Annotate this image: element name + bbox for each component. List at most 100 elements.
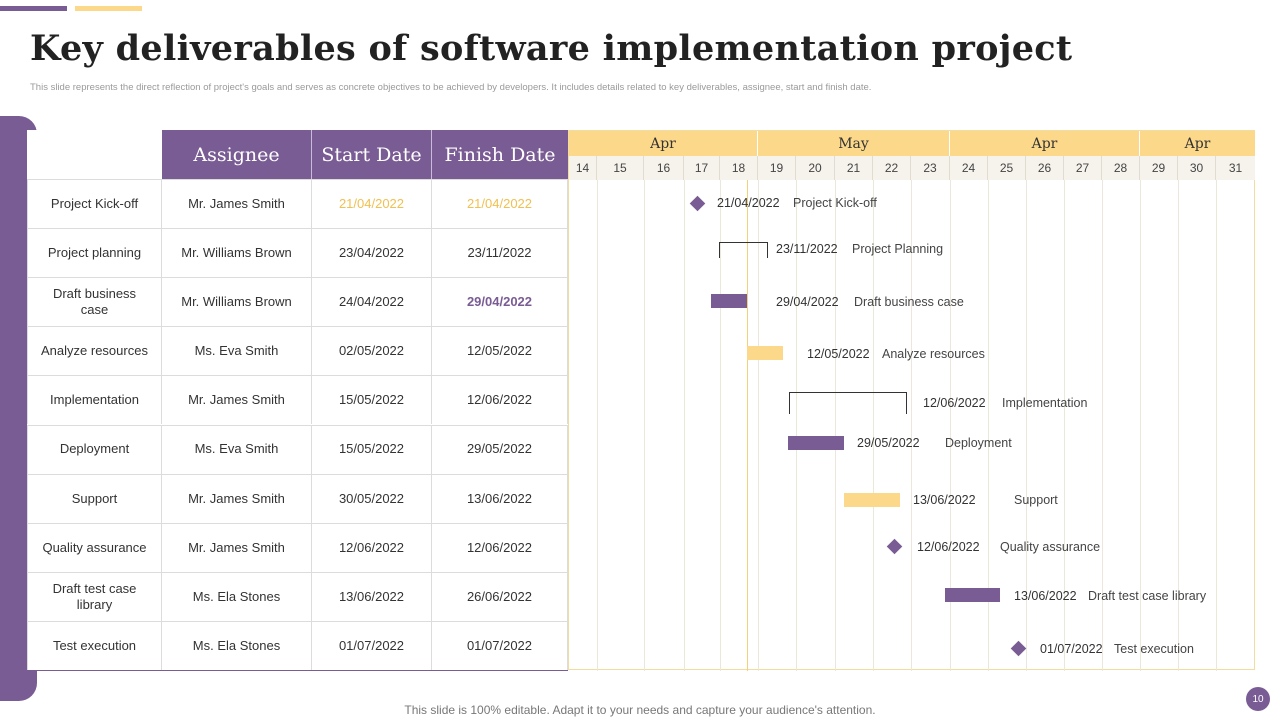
assignee: Mr. Williams Brown <box>162 278 312 327</box>
grid-line <box>758 180 759 671</box>
gantt-task-name: Draft business case <box>854 295 964 309</box>
table-row: Deployment Ms. Eva Smith 15/05/2022 29/0… <box>27 424 568 474</box>
table-row: Quality assurance Mr. James Smith 12/06/… <box>27 522 568 572</box>
table-row: Draft business case Mr. Williams Brown 2… <box>27 277 568 327</box>
table-bottom-rule <box>27 670 568 671</box>
month-header: Apr <box>1140 131 1255 156</box>
month-header: Apr <box>569 131 758 156</box>
table-row: Project Kick-off Mr. James Smith 21/04/2… <box>27 179 568 229</box>
finish-date: 12/06/2022 <box>432 376 568 425</box>
table-row: Test execution Ms. Ela Stones 01/07/2022… <box>27 620 568 670</box>
gantt-task-name: Project Kick-off <box>793 196 877 210</box>
grid-line <box>1178 180 1179 671</box>
task-name: Support <box>27 474 162 523</box>
day-label: 16 <box>644 156 684 180</box>
assignee: Mr. Williams Brown <box>162 229 312 278</box>
day-label: 31 <box>1228 161 1243 175</box>
assignee: Ms. Ela Stones <box>162 572 312 621</box>
today-marker-line <box>747 180 748 671</box>
day-label: 25 <box>988 156 1026 180</box>
grid-line <box>720 180 721 671</box>
gantt-date: 23/11/2022 <box>776 242 838 256</box>
header-start-date: Start Date <box>312 130 432 179</box>
month-header: May <box>758 131 950 156</box>
day-label: 28 <box>1102 156 1140 180</box>
slide-subtitle: This slide represents the direct reflect… <box>30 82 872 93</box>
day-label: 19 <box>758 156 796 180</box>
finish-date: 29/05/2022 <box>432 425 568 474</box>
finish-date: 12/05/2022 <box>432 327 568 376</box>
start-date: 15/05/2022 <box>312 376 432 425</box>
grid-line <box>873 180 874 671</box>
gantt-task-name: Test execution <box>1114 642 1194 656</box>
assignee: Mr. James Smith <box>162 474 312 523</box>
finish-date: 29/04/2022 <box>432 278 568 327</box>
gantt-task-name: Support <box>1014 493 1058 507</box>
gantt-date: 13/06/2022 <box>913 493 976 507</box>
task-name: Draft test case library <box>27 572 162 621</box>
assignee: Ms. Eva Smith <box>162 425 312 474</box>
day-label: 22 <box>873 156 911 180</box>
finish-date: 01/07/2022 <box>432 621 568 670</box>
gantt-date: 12/06/2022 <box>923 396 986 410</box>
top-accent-purple <box>0 6 67 11</box>
gantt-date: 01/07/2022 <box>1040 642 1103 656</box>
start-date: 30/05/2022 <box>312 474 432 523</box>
assignee: Ms. Ela Stones <box>162 621 312 670</box>
finish-date: 13/06/2022 <box>432 474 568 523</box>
summary-bracket <box>719 242 768 258</box>
start-date: 01/07/2022 <box>312 621 432 670</box>
grid-line <box>684 180 685 671</box>
finish-date: 21/04/2022 <box>432 180 568 229</box>
day-label: 21 <box>835 156 873 180</box>
task-bar <box>711 294 747 308</box>
grid-line <box>950 180 951 671</box>
slide-title: Key deliverables of software implementat… <box>30 28 1073 69</box>
start-date: 13/06/2022 <box>312 572 432 621</box>
start-date: 24/04/2022 <box>312 278 432 327</box>
task-name: Test execution <box>27 621 162 670</box>
slide-footer: This slide is 100% editable. Adapt it to… <box>404 703 876 717</box>
task-name: Deployment <box>27 425 162 474</box>
summary-bracket <box>789 392 907 414</box>
day-label: 15 <box>597 156 644 180</box>
header-assignee: Assignee <box>162 130 312 179</box>
grid-line <box>1026 180 1027 671</box>
assignee: Mr. James Smith <box>162 180 312 229</box>
task-bar <box>747 346 783 360</box>
table-row: Project planning Mr. Williams Brown 23/0… <box>27 228 568 278</box>
month-header: Apr <box>950 131 1140 156</box>
day-label: 14 <box>569 156 597 180</box>
task-name: Project planning <box>27 229 162 278</box>
day-label: 20 <box>796 156 835 180</box>
assignee: Mr. James Smith <box>162 376 312 425</box>
gantt-day-row: 14 15 16 17 18 19 20 21 22 23 24 25 26 2… <box>569 156 1255 180</box>
day-label: 26 <box>1026 156 1064 180</box>
start-date: 02/05/2022 <box>312 327 432 376</box>
table-header: Assignee Start Date Finish Date <box>162 130 568 179</box>
gantt-task-name: Analyze resources <box>882 347 985 361</box>
gantt-task-name: Deployment <box>945 436 1012 450</box>
table-row: Support Mr. James Smith 30/05/2022 13/06… <box>27 473 568 523</box>
gantt-task-name: Implementation <box>1002 396 1088 410</box>
gantt-date: 29/04/2022 <box>776 295 839 309</box>
top-accent-yellow <box>75 6 142 11</box>
table-row: Draft test case library Ms. Ela Stones 1… <box>27 571 568 621</box>
day-label: 30 <box>1178 156 1216 180</box>
gantt-date: 12/05/2022 <box>807 347 870 361</box>
day-label: 18 <box>720 156 758 180</box>
finish-date: 23/11/2022 <box>432 229 568 278</box>
task-name: Quality assurance <box>27 523 162 572</box>
milestone-diamond <box>886 538 903 555</box>
gantt-date: 29/05/2022 <box>857 436 920 450</box>
task-name: Project Kick-off <box>27 180 162 229</box>
grid-line <box>1064 180 1065 671</box>
gantt-month-row: Apr May Apr Apr <box>569 131 1255 156</box>
gantt-task-name: Draft test case library <box>1088 589 1207 603</box>
assignee: Ms. Eva Smith <box>162 327 312 376</box>
deliverables-table: Assignee Start Date Finish Date Project … <box>27 130 568 671</box>
task-name: Analyze resources <box>27 327 162 376</box>
grid-line <box>911 180 912 671</box>
grid-line <box>1140 180 1141 671</box>
task-bar <box>844 493 900 507</box>
